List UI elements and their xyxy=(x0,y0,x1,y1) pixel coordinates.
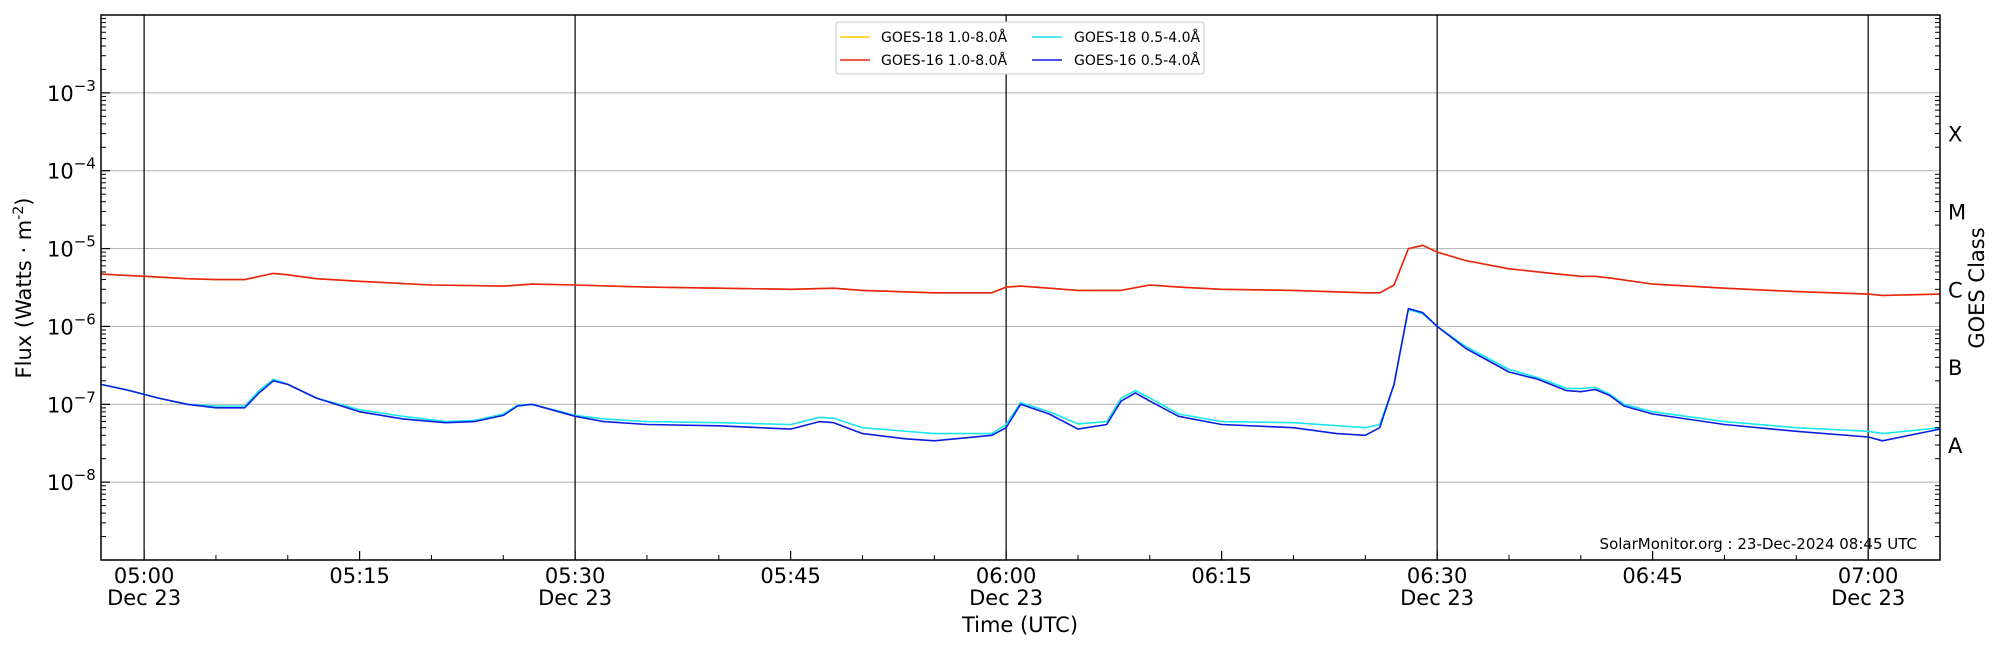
grid-layer xyxy=(101,15,1940,560)
goes-class-label: M xyxy=(1948,200,1966,224)
y-tick-label: 10−5 xyxy=(47,233,96,262)
x-tick-time-label: 06:15 xyxy=(1191,564,1252,588)
y-axis-label: Flux (Watts · m-2) xyxy=(11,198,36,379)
legend-box xyxy=(835,21,1205,75)
x-tick-time-label: 05:30 xyxy=(545,564,606,588)
series-line-1 xyxy=(100,244,1941,297)
series-layer xyxy=(100,244,1941,442)
goes-class-axis-label: GOES Class xyxy=(1965,227,1989,348)
goes-class-label: A xyxy=(1948,434,1963,458)
x-tick-time-label: 05:45 xyxy=(760,564,821,588)
x-tick-date-label: Dec 23 xyxy=(1400,586,1474,610)
x-tick-time-label: 05:00 xyxy=(114,564,175,588)
goes-class-label: B xyxy=(1948,356,1962,380)
legend-label-goes16-short: GOES-16 0.5-4.0Å xyxy=(1074,52,1200,69)
y-tick-label: 10−4 xyxy=(47,155,96,184)
x-tick-time-label: 07:00 xyxy=(1838,564,1899,588)
legend-label-goes16-long: GOES-16 1.0-8.0Å xyxy=(881,52,1007,69)
series-line-0 xyxy=(100,244,1941,297)
x-tick-time-label: 06:00 xyxy=(976,564,1037,588)
series-line-2 xyxy=(100,308,1941,435)
y-tick-label: 10−8 xyxy=(47,466,96,495)
x-tick-time-label: 06:30 xyxy=(1407,564,1468,588)
credit-text: SolarMonitor.org : 23-Dec-2024 08:45 UTC xyxy=(1600,535,1917,553)
goes-class-label: X xyxy=(1948,123,1962,147)
plot-frame xyxy=(100,14,1941,561)
x-tick-date-label: Dec 23 xyxy=(107,586,181,610)
legend-label-goes18-short: GOES-18 0.5-4.0Å xyxy=(1074,29,1200,46)
y-tick-label: 10−3 xyxy=(47,77,96,106)
x-tick-time-label: 05:15 xyxy=(329,564,390,588)
y-tick-label: 10−6 xyxy=(47,310,96,339)
goes-class-label: C xyxy=(1948,278,1963,302)
y-tick-label: 10−7 xyxy=(47,388,96,417)
series-line-3 xyxy=(100,307,1941,442)
legend-label-goes18-long: GOES-18 1.0-8.0Å xyxy=(881,29,1007,46)
x-axis-label: Time (UTC) xyxy=(961,613,1078,637)
x-tick-date-label: Dec 23 xyxy=(1831,586,1905,610)
x-tick-time-label: 06:45 xyxy=(1622,564,1683,588)
legend: GOES-18 1.0-8.0Å GOES-16 1.0-8.0Å GOES-1… xyxy=(835,21,1205,75)
x-tick-date-label: Dec 23 xyxy=(538,586,612,610)
x-tick-date-label: Dec 23 xyxy=(969,586,1043,610)
